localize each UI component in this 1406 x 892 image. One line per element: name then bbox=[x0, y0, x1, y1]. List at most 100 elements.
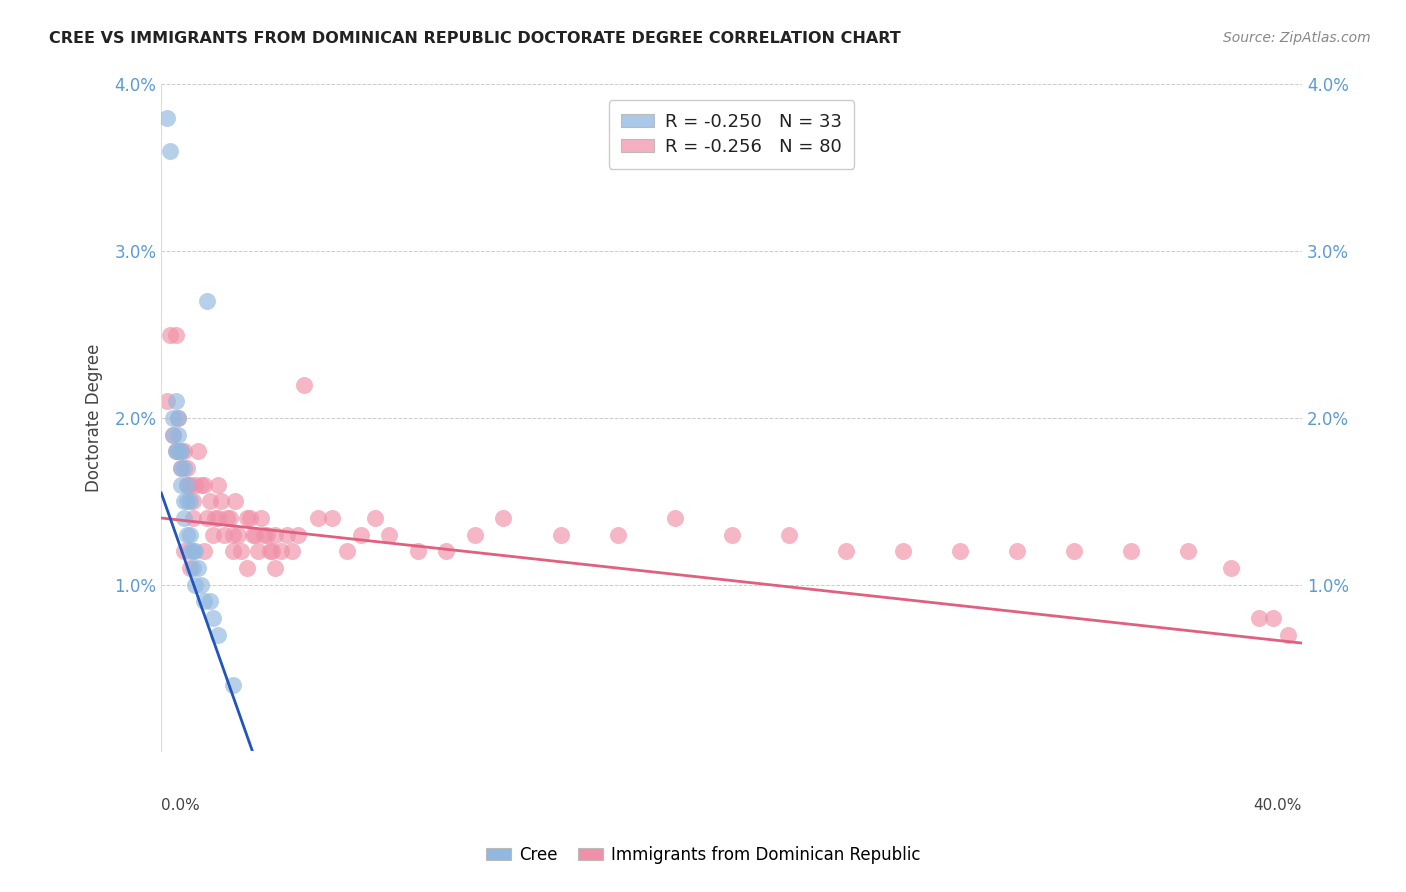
Point bbox=[156, 111, 179, 125]
Point bbox=[184, 477, 207, 491]
Point bbox=[606, 527, 628, 541]
Point bbox=[264, 561, 287, 575]
Point bbox=[276, 527, 298, 541]
Point bbox=[190, 578, 212, 592]
Point bbox=[1177, 544, 1199, 558]
Point bbox=[321, 511, 343, 525]
Point bbox=[201, 527, 224, 541]
Point bbox=[436, 544, 458, 558]
Point bbox=[184, 578, 207, 592]
Point bbox=[176, 477, 198, 491]
Point bbox=[165, 394, 187, 409]
Point bbox=[193, 544, 215, 558]
Point bbox=[287, 527, 309, 541]
Point bbox=[1263, 611, 1285, 625]
Point bbox=[162, 411, 184, 425]
Point bbox=[156, 394, 179, 409]
Point bbox=[181, 544, 204, 558]
Point bbox=[1219, 561, 1241, 575]
Point bbox=[198, 594, 221, 608]
Y-axis label: Doctorate Degree: Doctorate Degree bbox=[86, 343, 103, 492]
Point bbox=[179, 494, 201, 508]
Point bbox=[1249, 611, 1271, 625]
Point bbox=[179, 477, 201, 491]
Point bbox=[207, 628, 229, 642]
Point bbox=[184, 544, 207, 558]
Point bbox=[159, 144, 181, 158]
Point bbox=[778, 527, 800, 541]
Text: 0.0%: 0.0% bbox=[162, 798, 200, 814]
Point bbox=[159, 327, 181, 342]
Point bbox=[464, 527, 486, 541]
Point bbox=[187, 444, 209, 458]
Point bbox=[167, 444, 190, 458]
Point bbox=[195, 294, 218, 309]
Point bbox=[292, 377, 315, 392]
Point bbox=[242, 527, 264, 541]
Point bbox=[162, 427, 184, 442]
Point bbox=[364, 511, 387, 525]
Point bbox=[165, 444, 187, 458]
Point bbox=[264, 527, 287, 541]
Point bbox=[236, 561, 259, 575]
Point bbox=[270, 544, 292, 558]
Point bbox=[221, 544, 243, 558]
Point bbox=[165, 327, 187, 342]
Point bbox=[170, 444, 193, 458]
Point bbox=[891, 544, 914, 558]
Text: 40.0%: 40.0% bbox=[1254, 798, 1302, 814]
Point bbox=[212, 527, 235, 541]
Point bbox=[226, 527, 249, 541]
Point bbox=[236, 511, 259, 525]
Point bbox=[245, 527, 267, 541]
Point bbox=[259, 544, 281, 558]
Point bbox=[170, 461, 193, 475]
Point bbox=[204, 511, 226, 525]
Point bbox=[207, 477, 229, 491]
Point bbox=[406, 544, 429, 558]
Point bbox=[201, 611, 224, 625]
Point bbox=[181, 494, 204, 508]
Point bbox=[173, 544, 195, 558]
Text: CREE VS IMMIGRANTS FROM DOMINICAN REPUBLIC DOCTORATE DEGREE CORRELATION CHART: CREE VS IMMIGRANTS FROM DOMINICAN REPUBL… bbox=[49, 31, 901, 46]
Point bbox=[253, 527, 276, 541]
Point bbox=[247, 544, 270, 558]
Point bbox=[179, 544, 201, 558]
Point bbox=[550, 527, 572, 541]
Point bbox=[221, 527, 243, 541]
Point bbox=[173, 511, 195, 525]
Point bbox=[350, 527, 373, 541]
Point bbox=[181, 511, 204, 525]
Point bbox=[224, 494, 246, 508]
Point bbox=[165, 444, 187, 458]
Point bbox=[1119, 544, 1142, 558]
Point bbox=[239, 511, 262, 525]
Point bbox=[209, 494, 232, 508]
Legend: R = -0.250   N = 33, R = -0.256   N = 80: R = -0.250 N = 33, R = -0.256 N = 80 bbox=[609, 100, 855, 169]
Point bbox=[179, 527, 201, 541]
Point bbox=[250, 511, 273, 525]
Point bbox=[1063, 544, 1085, 558]
Point bbox=[181, 561, 204, 575]
Point bbox=[1005, 544, 1028, 558]
Point bbox=[173, 461, 195, 475]
Point bbox=[176, 477, 198, 491]
Point bbox=[1277, 628, 1299, 642]
Point bbox=[307, 511, 329, 525]
Point bbox=[215, 511, 238, 525]
Point bbox=[720, 527, 742, 541]
Point bbox=[336, 544, 359, 558]
Point bbox=[162, 427, 184, 442]
Point bbox=[173, 494, 195, 508]
Point bbox=[173, 444, 195, 458]
Point bbox=[378, 527, 401, 541]
Point bbox=[176, 527, 198, 541]
Point bbox=[176, 494, 198, 508]
Point bbox=[218, 511, 240, 525]
Point bbox=[170, 444, 193, 458]
Point bbox=[207, 511, 229, 525]
Point bbox=[664, 511, 686, 525]
Point bbox=[256, 527, 278, 541]
Point bbox=[187, 561, 209, 575]
Point bbox=[492, 511, 515, 525]
